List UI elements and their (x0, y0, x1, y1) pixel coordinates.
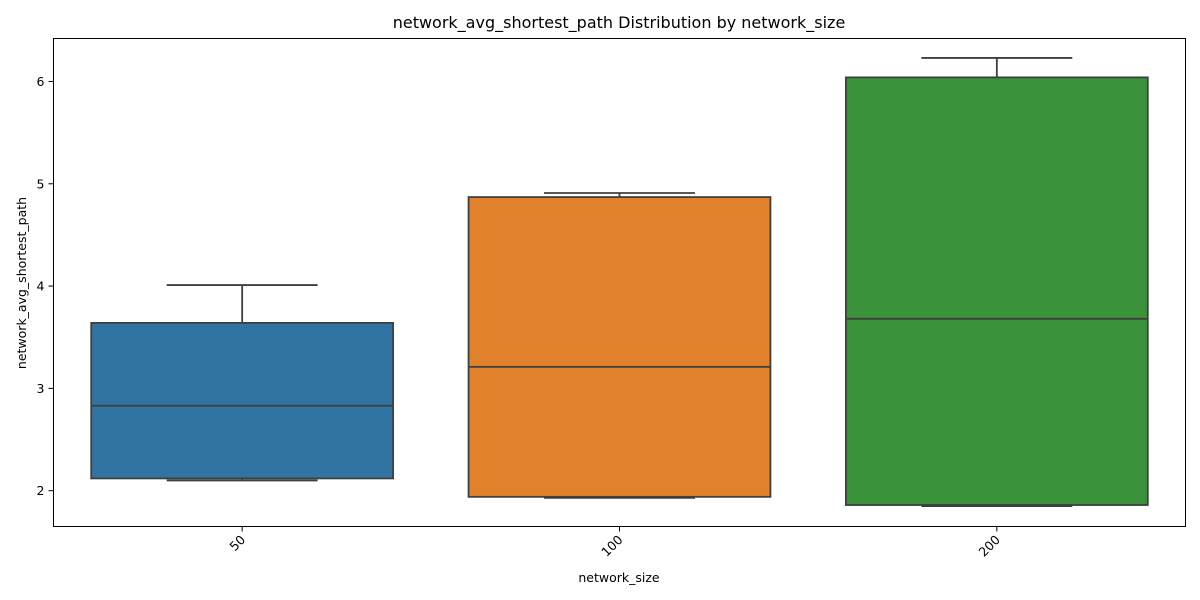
x-tick-label-50: 50 (226, 532, 248, 554)
y-tick-label: 2 (37, 483, 45, 498)
y-tick-label: 4 (37, 279, 45, 294)
y-tick-label: 6 (37, 74, 45, 89)
x-axis-label: network_size (578, 570, 660, 585)
x-axis: 50 100 200 (226, 526, 1003, 560)
box-group-200 (845, 57, 1149, 507)
y-tick-label: 5 (37, 176, 45, 191)
plot-area (90, 57, 1149, 507)
box-200 (845, 76, 1149, 506)
y-axis: 2 3 4 5 6 (37, 74, 54, 498)
box-50 (90, 322, 394, 480)
x-tick-label-100: 100 (598, 532, 626, 560)
y-tick-label: 3 (37, 381, 45, 396)
chart-title: network_avg_shortest_path Distribution b… (393, 13, 846, 33)
y-axis-label: network_avg_shortest_path (14, 197, 29, 369)
x-tick-label-200: 200 (975, 532, 1003, 560)
box-group-50 (90, 284, 394, 482)
box-group-100 (467, 192, 772, 499)
box-100 (467, 196, 772, 498)
